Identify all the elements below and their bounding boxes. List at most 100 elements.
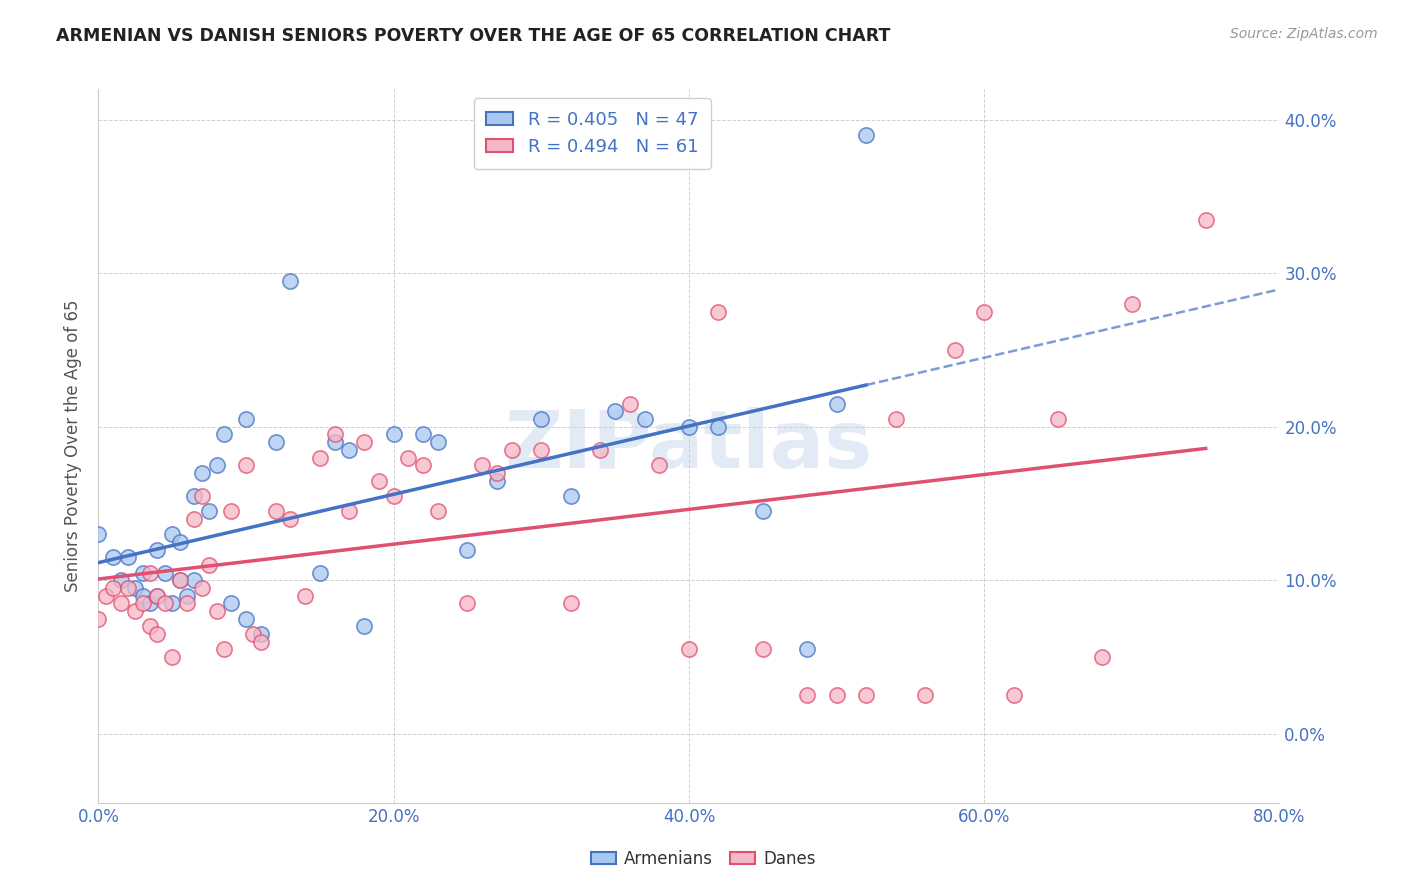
Point — [648, 458, 671, 473]
Point — [117, 550, 139, 565]
Point — [412, 458, 434, 473]
Point — [219, 504, 242, 518]
Point — [250, 634, 273, 648]
Point — [205, 458, 228, 473]
Point — [132, 596, 155, 610]
Point — [382, 427, 405, 442]
Point — [153, 566, 176, 580]
Point — [169, 574, 191, 588]
Point — [294, 589, 316, 603]
Point — [183, 489, 205, 503]
Point — [678, 642, 700, 657]
Point — [707, 419, 730, 434]
Text: Source: ZipAtlas.com: Source: ZipAtlas.com — [1230, 27, 1378, 41]
Point — [198, 558, 221, 572]
Point — [471, 458, 494, 473]
Point — [412, 427, 434, 442]
Point — [264, 504, 287, 518]
Point — [139, 596, 162, 610]
Point — [153, 596, 176, 610]
Point — [353, 435, 375, 450]
Point — [530, 442, 553, 457]
Point — [589, 442, 612, 457]
Point — [124, 581, 146, 595]
Point — [1046, 412, 1069, 426]
Point — [87, 612, 110, 626]
Point — [169, 535, 191, 549]
Point — [382, 489, 405, 503]
Point — [205, 604, 228, 618]
Point — [183, 512, 205, 526]
Point — [191, 489, 214, 503]
Point — [124, 604, 146, 618]
Point — [191, 581, 214, 595]
Point — [456, 542, 478, 557]
Point — [132, 566, 155, 580]
Point — [87, 527, 110, 541]
Point — [619, 397, 641, 411]
Point — [146, 589, 169, 603]
Point — [219, 596, 242, 610]
Point — [162, 527, 183, 541]
Point — [139, 566, 162, 580]
Point — [1091, 650, 1114, 665]
Point — [560, 596, 582, 610]
Point — [235, 412, 257, 426]
Point — [146, 542, 169, 557]
Point — [139, 619, 162, 633]
Point — [278, 274, 302, 288]
Point — [884, 412, 907, 426]
Legend: Armenians, Danes: Armenians, Danes — [583, 844, 823, 875]
Point — [212, 642, 235, 657]
Point — [117, 581, 139, 595]
Point — [707, 304, 730, 318]
Point — [235, 458, 257, 473]
Point — [146, 627, 169, 641]
Point — [678, 419, 700, 434]
Point — [103, 581, 125, 595]
Point — [242, 627, 264, 641]
Legend: R = 0.405   N = 47, R = 0.494   N = 61: R = 0.405 N = 47, R = 0.494 N = 61 — [474, 98, 711, 169]
Point — [1002, 689, 1025, 703]
Point — [560, 489, 582, 503]
Point — [235, 612, 257, 626]
Point — [796, 642, 818, 657]
Point — [427, 504, 450, 518]
Point — [264, 435, 287, 450]
Point — [169, 574, 191, 588]
Point — [1195, 212, 1218, 227]
Point — [212, 427, 235, 442]
Point — [855, 689, 877, 703]
Point — [309, 566, 332, 580]
Point — [278, 512, 302, 526]
Point — [323, 427, 346, 442]
Point — [368, 474, 391, 488]
Point — [146, 589, 169, 603]
Point — [198, 504, 221, 518]
Point — [191, 466, 214, 480]
Point — [176, 589, 198, 603]
Point — [353, 619, 375, 633]
Point — [796, 689, 818, 703]
Point — [501, 442, 523, 457]
Point — [855, 128, 877, 143]
Point — [110, 574, 132, 588]
Point — [132, 589, 155, 603]
Point — [183, 574, 205, 588]
Point — [309, 450, 332, 465]
Point — [530, 412, 553, 426]
Point — [250, 627, 273, 641]
Point — [323, 435, 346, 450]
Point — [110, 596, 132, 610]
Point — [1121, 297, 1143, 311]
Text: ZIPatlas: ZIPatlas — [505, 407, 873, 485]
Point — [456, 596, 478, 610]
Point — [943, 343, 966, 357]
Point — [914, 689, 936, 703]
Point — [396, 450, 419, 465]
Point — [162, 596, 183, 610]
Point — [751, 504, 773, 518]
Text: ARMENIAN VS DANISH SENIORS POVERTY OVER THE AGE OF 65 CORRELATION CHART: ARMENIAN VS DANISH SENIORS POVERTY OVER … — [56, 27, 890, 45]
Point — [339, 504, 360, 518]
Point — [486, 466, 509, 480]
